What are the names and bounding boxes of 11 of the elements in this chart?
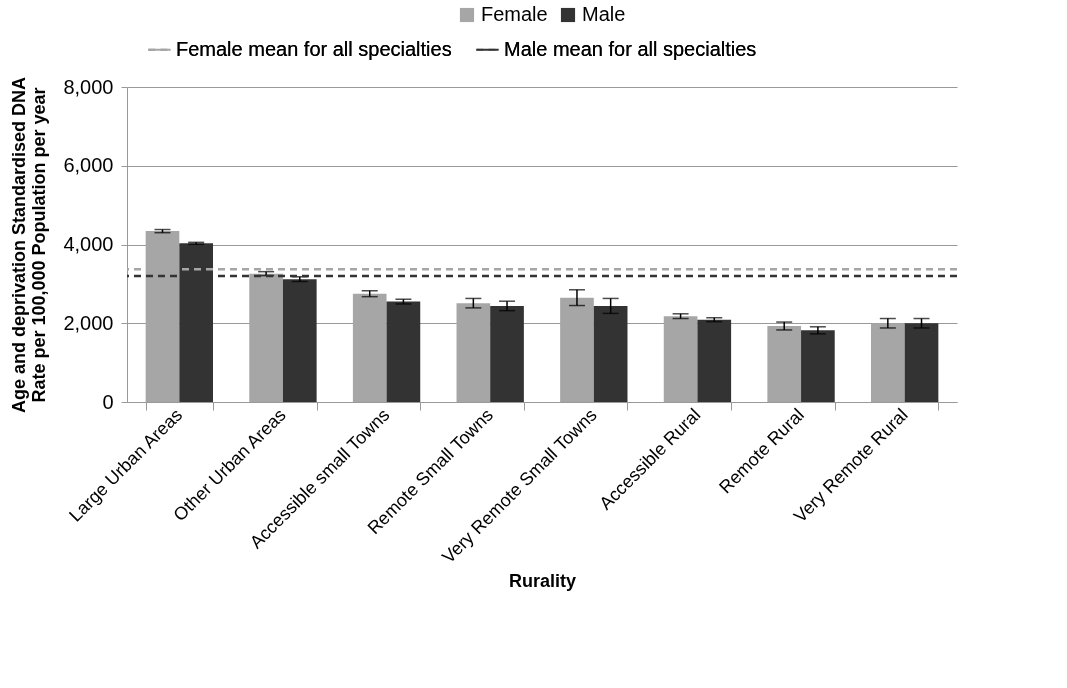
x-axis-title: Rurality [508, 571, 577, 592]
y-tick-label: 4,000 [63, 233, 114, 255]
legend-label: Male [582, 3, 626, 25]
legend-label: Female [481, 3, 548, 25]
y-tick-label: 8,000 [63, 75, 114, 98]
y-axis-title: Age and deprivation Standardised DNA Rate per 100,000 Population per year [9, 76, 50, 414]
y-tick-label: 0 [102, 390, 114, 413]
legend-label: Male mean for all specialties [504, 37, 757, 60]
y-tick-label: 2,000 [63, 311, 114, 334]
legend-label: Female mean for all specialties [176, 37, 452, 60]
y-tick-label: 6,000 [63, 154, 114, 177]
